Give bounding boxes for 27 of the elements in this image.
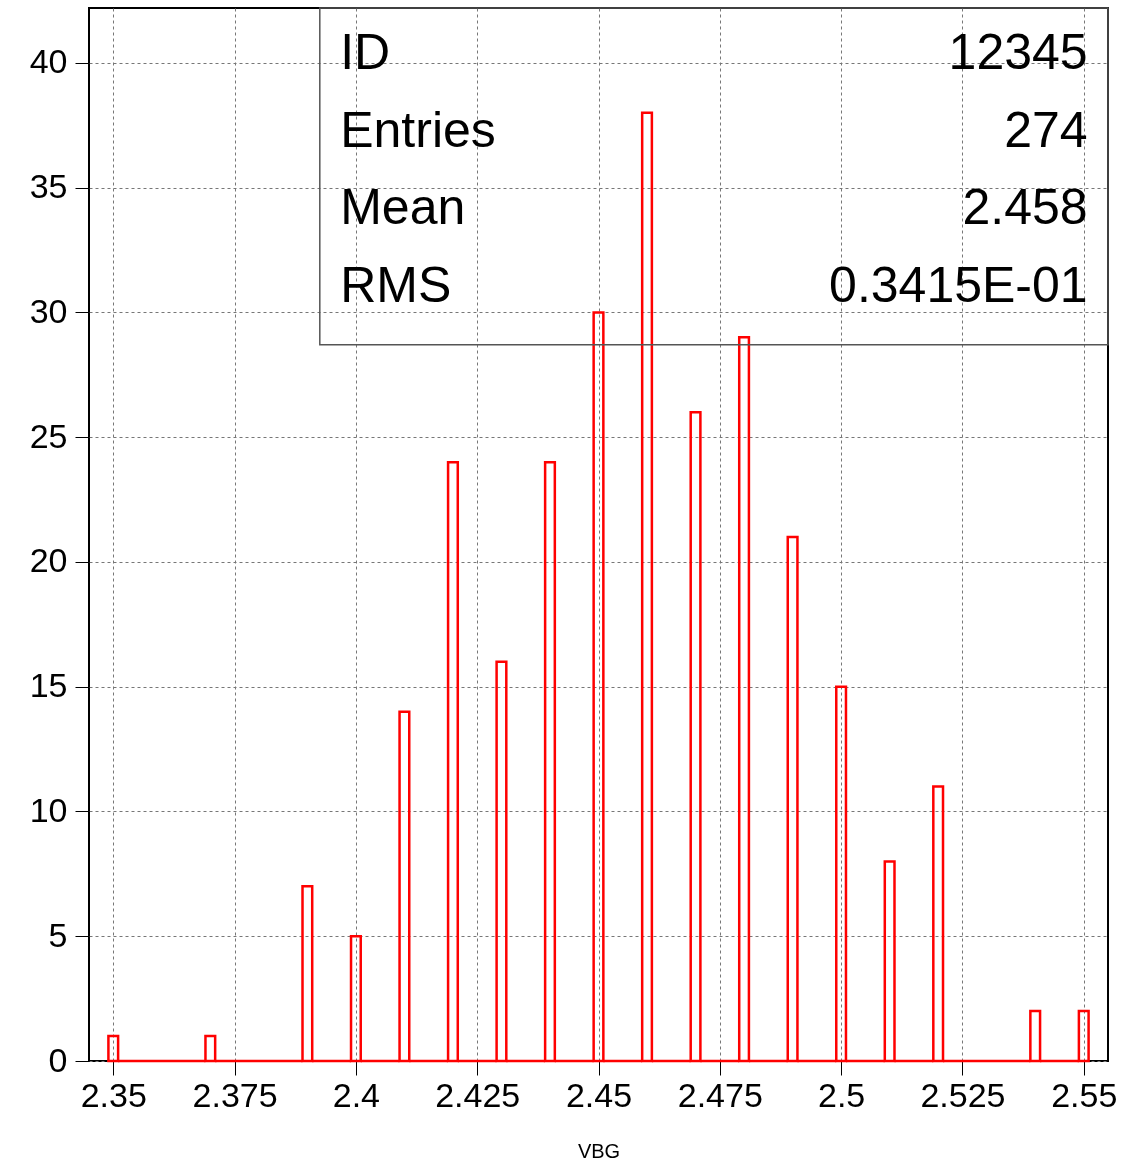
x-tick-label: 2.35 [80, 1075, 147, 1114]
x-tick-label: 2.425 [435, 1075, 521, 1114]
y-tick-label: 5 [48, 915, 68, 954]
annotation: 0.3415E-01 [829, 256, 1088, 313]
x-tick-label: 2.375 [192, 1075, 278, 1114]
annotation: RMS [340, 256, 452, 313]
x-axis-title: VBG [577, 1139, 621, 1162]
x-tick-label: 2.4 [332, 1075, 381, 1114]
x-tick-label: 2.5 [817, 1075, 866, 1114]
x-tick-label: 2.45 [565, 1075, 633, 1114]
y-tick-label: 35 [29, 167, 68, 206]
y-tick-label: 30 [29, 291, 68, 330]
annotation: 12345 [948, 24, 1088, 81]
y-tick-label: 25 [29, 416, 68, 455]
annotation: 2.458 [962, 179, 1088, 236]
annotation: ID [340, 24, 391, 81]
y-tick-label: 20 [29, 541, 68, 580]
annotation: Entries [340, 101, 496, 158]
annotation: Mean [340, 179, 466, 236]
y-tick-label: 40 [29, 42, 68, 81]
y-tick-label: 10 [29, 790, 68, 829]
x-tick-label: 2.525 [920, 1075, 1006, 1114]
x-tick-label: 2.475 [677, 1075, 763, 1114]
y-tick-label: 15 [29, 666, 68, 705]
x-tick-label: 2.55 [1051, 1075, 1118, 1114]
annotation: 274 [1004, 101, 1088, 158]
y-tick-label: 0 [48, 1040, 68, 1079]
